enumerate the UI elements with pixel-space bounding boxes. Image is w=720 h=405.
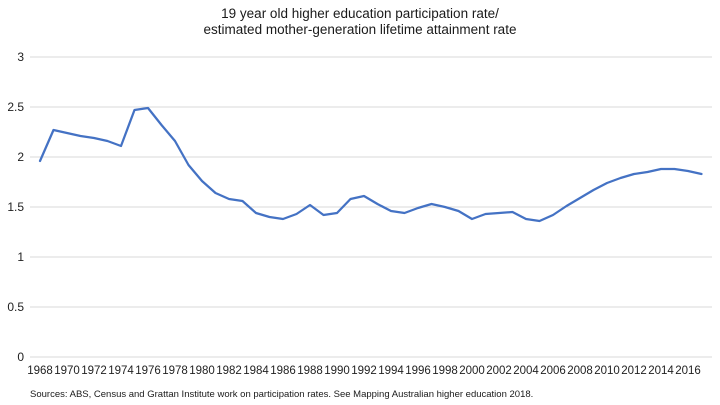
x-axis-tick-label: 1978	[162, 365, 188, 377]
x-axis-tick-label: 1974	[108, 365, 134, 377]
x-axis-tick-label: 1970	[54, 365, 80, 377]
x-axis-tick-label: 2002	[486, 365, 512, 377]
x-axis-tick-label: 2004	[513, 365, 539, 377]
x-axis-tick-label: 1976	[135, 365, 161, 377]
chart-title-line2: estimated mother-generation lifetime att…	[203, 22, 517, 37]
y-axis-tick-label: 0.5	[7, 300, 24, 314]
x-axis-tick-label: 2012	[621, 365, 647, 377]
x-axis-tick-label: 1986	[270, 365, 296, 377]
y-axis-tick-label: 0	[17, 350, 24, 364]
x-axis-tick-label: 1980	[189, 365, 215, 377]
x-axis-tick-label: 1994	[378, 365, 404, 377]
x-axis-tick-label: 1996	[405, 365, 431, 377]
x-axis-tick-label: 1998	[432, 365, 458, 377]
x-axis-tick-label: 2000	[459, 365, 485, 377]
y-axis-tick-label: 1.5	[7, 200, 24, 214]
x-axis-tick-label: 2006	[540, 365, 566, 377]
y-axis-tick-label: 2	[17, 150, 24, 164]
y-axis-tick-label: 1	[17, 250, 24, 264]
chart-title-line1: 19 year old higher education participati…	[221, 6, 499, 21]
x-axis-tick-label: 1972	[81, 365, 107, 377]
chart-title: 19 year old higher education participati…	[0, 6, 720, 38]
x-axis-tick-label: 2008	[567, 365, 593, 377]
y-axis-tick-label: 3	[17, 50, 24, 64]
x-axis-tick-label: 1968	[27, 365, 53, 377]
x-axis-tick-label: 2016	[675, 365, 701, 377]
source-note: Sources: ABS, Census and Grattan Institu…	[30, 389, 534, 400]
y-axis-tick-label: 2.5	[7, 100, 24, 114]
data-line-series	[38, 106, 703, 223]
x-axis-tick-label: 1988	[297, 365, 323, 377]
x-axis-tick-label: 2014	[648, 365, 674, 377]
x-axis-tick-label: 1984	[243, 365, 269, 377]
x-axis-tick-label: 1982	[216, 365, 242, 377]
x-axis-tick-label: 1992	[351, 365, 377, 377]
x-axis-tick-label: 2010	[594, 365, 620, 377]
x-axis-tick-label: 1990	[324, 365, 350, 377]
